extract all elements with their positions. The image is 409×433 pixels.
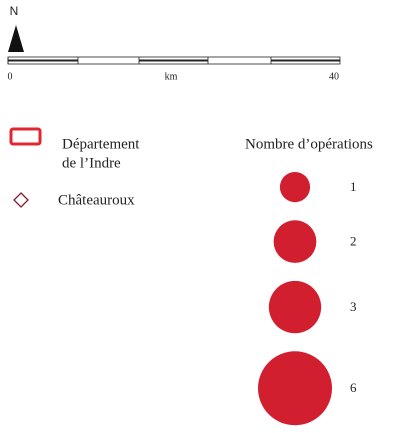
sizes-title: Nombre d’opérations	[245, 136, 373, 152]
size-legend: 1 2 3 6	[258, 172, 357, 426]
scale-segment	[139, 59, 208, 62]
size-label: 3	[350, 299, 357, 314]
size-circle	[279, 172, 311, 203]
scale-segment	[271, 59, 340, 62]
size-circle	[268, 280, 322, 334]
scale-tick-label: 40	[329, 71, 339, 82]
scale-segment	[8, 59, 78, 62]
size-label: 2	[350, 234, 357, 249]
department-label: de l’Indre	[62, 155, 121, 171]
department-symbol	[9, 127, 42, 146]
scale-bar	[7, 56, 341, 65]
size-circle	[258, 351, 332, 426]
north-label: N	[10, 4, 19, 18]
department-label: Département	[62, 136, 140, 152]
scale-unit: km	[165, 71, 178, 82]
size-circle	[273, 220, 317, 263]
size-label: 1	[350, 179, 357, 194]
city-label: Châteauroux	[58, 192, 135, 208]
city-symbol	[13, 192, 29, 208]
scale-tick-label: 0	[8, 71, 13, 82]
north-arrow	[8, 25, 24, 52]
size-label: 6	[350, 380, 357, 395]
